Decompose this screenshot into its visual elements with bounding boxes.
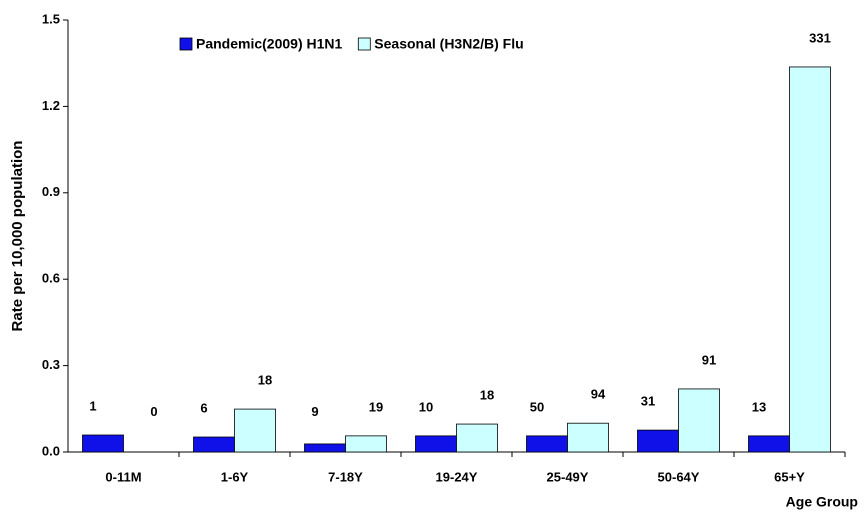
y-tick-label: 0.6: [42, 271, 60, 286]
bar: [82, 434, 124, 453]
y-tick-label: 1.2: [42, 98, 60, 113]
x-tick-label: 50-64Y: [658, 469, 700, 484]
bar: [678, 388, 720, 453]
bar: [637, 429, 679, 453]
x-tick-label: 65+Y: [774, 469, 805, 484]
y-tick-label: 1.5: [42, 11, 60, 26]
bar: [789, 66, 831, 453]
bar: [567, 422, 609, 453]
count-label: 9: [311, 404, 318, 419]
legend-label: Pandemic(2009) H1N1: [196, 36, 343, 52]
y-tick-label: 0.9: [42, 184, 60, 199]
y-axis-title: Rate per 10,000 population: [9, 141, 26, 332]
y-tick-label: 0.3: [42, 357, 60, 372]
count-label: 18: [258, 373, 272, 388]
legend-label: Seasonal (H3N2/B) Flu: [374, 36, 523, 52]
count-label: 13: [752, 399, 766, 414]
bar: [748, 435, 790, 453]
x-tick-label: 0-11M: [105, 469, 141, 484]
bar: [415, 435, 457, 453]
bar: [193, 436, 235, 453]
x-tick-label: 25-49Y: [547, 469, 589, 484]
count-label: 10: [419, 399, 433, 414]
bar: [456, 423, 498, 453]
count-label: 331: [809, 30, 831, 45]
legend-swatch: [179, 37, 193, 51]
bar: [234, 408, 276, 453]
count-label: 1: [89, 398, 96, 413]
x-axis-title: Age Group: [786, 494, 858, 510]
count-label: 6: [200, 400, 207, 415]
x-tick-label: 1-6Y: [221, 469, 249, 484]
y-tick-label: 0.0: [42, 443, 60, 458]
bar: [345, 435, 387, 453]
count-label: 91: [702, 352, 716, 367]
bar: [526, 435, 568, 453]
count-label: 18: [480, 388, 494, 403]
count-label: 94: [591, 387, 606, 402]
count-label: 19: [369, 399, 383, 414]
count-label: 31: [641, 394, 655, 409]
count-label: 0: [150, 404, 157, 419]
legend-swatch: [357, 37, 371, 51]
x-tick-label: 19-24Y: [436, 469, 478, 484]
bar: [304, 443, 346, 453]
x-tick-label: 7-18Y: [328, 469, 363, 484]
count-label: 50: [530, 399, 544, 414]
